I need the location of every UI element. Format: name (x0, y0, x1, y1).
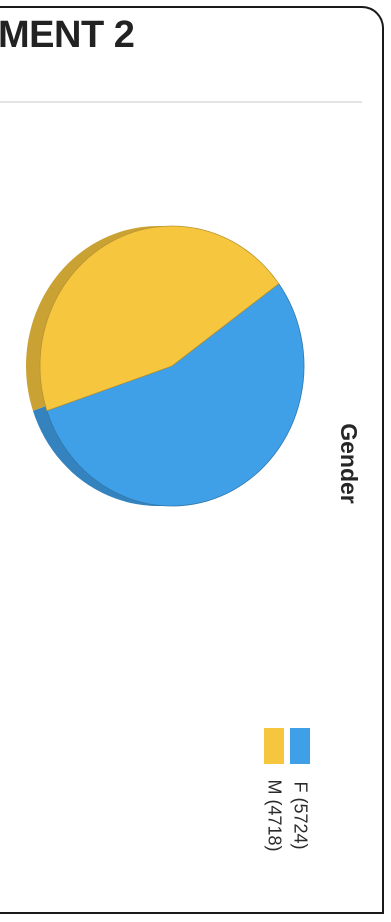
legend-swatch-f (290, 728, 310, 764)
page-border (0, 6, 384, 914)
divider (0, 101, 362, 103)
chart-legend: F (5724) M (4718) (262, 724, 314, 860)
legend-label-f: F (5724) (290, 780, 311, 850)
legend-item-f: F (5724) (288, 724, 312, 860)
pie-slice-f (46, 283, 305, 507)
legend-swatch-m (264, 728, 284, 764)
chart-title-wrap: Gender (308, 408, 388, 518)
legend-label-wrap-f: F (5724) (288, 770, 312, 860)
legend-label-wrap-m: M (4718) (262, 770, 286, 860)
legend-item-m: M (4718) (262, 724, 286, 860)
chart-title: Gender (335, 422, 362, 504)
pie-slices (25, 225, 305, 507)
legend-label-m: M (4718) (264, 778, 285, 852)
pie-chart (25, 225, 305, 507)
pie-slice-m (39, 225, 280, 412)
section-heading: MENT 2 (0, 14, 135, 56)
